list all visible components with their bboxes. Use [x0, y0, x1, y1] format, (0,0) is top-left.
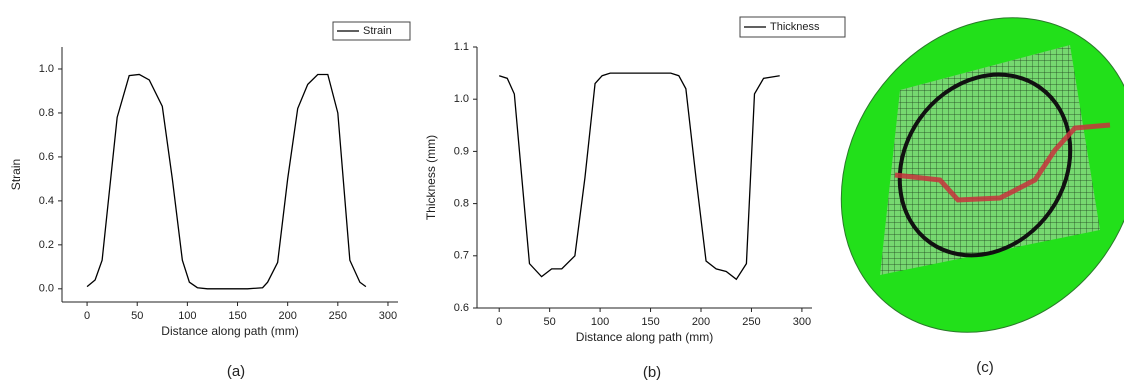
y-axis-title: Strain: [9, 159, 23, 190]
y-tick-label: 0.6: [454, 302, 469, 314]
x-tick-label: 250: [742, 316, 760, 328]
x-tick-label: 0: [496, 316, 502, 328]
y-tick-label: 0.0: [39, 283, 54, 295]
x-tick-label: 300: [379, 310, 397, 322]
x-tick-label: 250: [329, 310, 347, 322]
y-axis-title: Thickness (mm): [424, 135, 438, 220]
x-tick-label: 100: [178, 310, 196, 322]
x-tick-label: 150: [228, 310, 246, 322]
y-tick-label: 1.0: [454, 93, 469, 105]
x-tick-label: 150: [641, 316, 659, 328]
legend-label: Strain: [363, 25, 392, 37]
y-tick-label: 0.9: [454, 145, 469, 157]
y-tick-label: 0.7: [454, 250, 469, 262]
legend-label: Thickness: [770, 21, 820, 33]
x-axis-title: Distance along path (mm): [161, 324, 298, 338]
y-tick-label: 0.8: [39, 107, 54, 119]
x-tick-label: 200: [278, 310, 296, 322]
y-tick-label: 0.4: [39, 195, 54, 207]
panel-caption: (c): [976, 359, 994, 376]
y-tick-label: 0.6: [39, 151, 54, 163]
figure: (c) 0 50 100 150 200 250 300 0.0 0.2 0.4 0.6 0.8 1.0…: [0, 0, 1124, 383]
x-axis-title: Distance along path (mm): [576, 330, 713, 344]
x-tick-label: 200: [692, 316, 710, 328]
y-tick-label: 0.8: [454, 198, 469, 210]
data-line: [499, 73, 780, 279]
x-tick-label: 100: [591, 316, 609, 328]
data-line: [87, 74, 366, 288]
x-tick-label: 300: [793, 316, 811, 328]
y-tick-label: 0.2: [39, 239, 54, 251]
panel-caption: (a): [227, 363, 245, 380]
fem-model-image: [781, 0, 1124, 383]
x-tick-label: 50: [131, 310, 143, 322]
panel-caption: (b): [643, 364, 661, 381]
y-tick-label: 1.1: [454, 41, 469, 53]
x-tick-label: 0: [84, 310, 90, 322]
x-tick-label: 50: [544, 316, 556, 328]
y-tick-label: 1.0: [39, 63, 54, 75]
